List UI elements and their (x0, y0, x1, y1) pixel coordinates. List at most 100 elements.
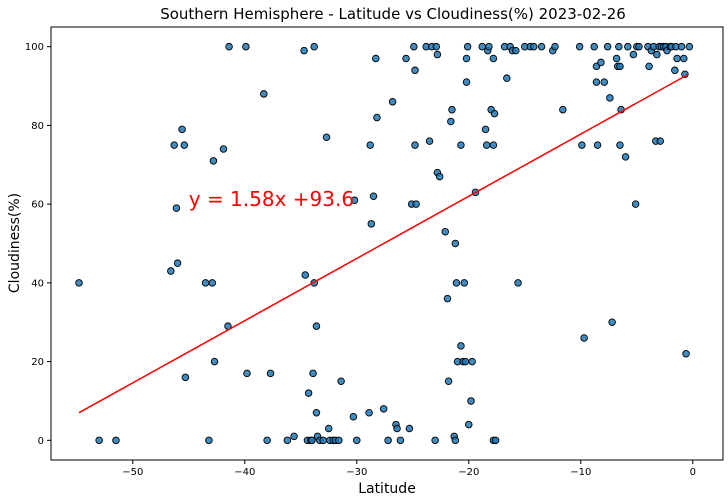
data-point (384, 436, 392, 445)
data-point (366, 141, 374, 149)
data-point (580, 334, 588, 342)
data-point (432, 42, 441, 51)
data-point (635, 42, 643, 51)
data-point (448, 105, 456, 114)
data-point (349, 412, 358, 421)
data-point (606, 94, 614, 102)
data-point (243, 369, 251, 378)
data-point (603, 42, 612, 51)
data-point (425, 137, 434, 145)
plot-frame (50, 26, 724, 461)
data-point (457, 141, 465, 149)
data-point (461, 357, 470, 366)
data-point (559, 105, 567, 114)
data-point (210, 357, 219, 366)
x-tick-label: −30 (346, 467, 367, 478)
data-point (433, 50, 442, 59)
data-point (629, 50, 638, 59)
data-point (514, 279, 522, 287)
data-point (463, 42, 472, 51)
data-point (529, 42, 538, 51)
y-axis-label: Cloudiness(%) (7, 193, 23, 293)
data-point (685, 42, 694, 51)
data-point (411, 141, 419, 149)
data-point (457, 342, 465, 350)
data-point (600, 78, 609, 86)
data-points (75, 42, 694, 445)
data-point (170, 141, 178, 149)
data-point (616, 141, 624, 149)
data-point (645, 62, 653, 71)
data-point (312, 409, 321, 417)
data-point (656, 137, 665, 145)
data-point (266, 369, 275, 378)
data-point (209, 157, 218, 165)
data-point (481, 125, 490, 134)
data-point (621, 153, 630, 161)
data-point (412, 200, 420, 208)
data-point (242, 42, 250, 51)
data-point (491, 436, 500, 445)
data-point (451, 436, 460, 445)
data-point (468, 357, 476, 366)
data-point (551, 42, 559, 51)
data-point (489, 54, 498, 63)
data-point (671, 66, 679, 75)
data-point (172, 204, 181, 212)
data-point (462, 54, 471, 63)
data-point (578, 141, 586, 149)
data-point (372, 54, 380, 63)
x-tick-label: −40 (234, 467, 255, 478)
y-tick-label: 40 (31, 278, 44, 289)
data-point (441, 227, 449, 236)
data-point (167, 267, 175, 275)
data-point (482, 141, 491, 149)
data-point (219, 145, 228, 153)
data-point (402, 54, 410, 63)
data-point (677, 42, 686, 51)
data-point (173, 259, 182, 267)
data-point (431, 436, 439, 445)
data-point (350, 196, 359, 204)
data-point (335, 436, 343, 445)
data-point (95, 436, 103, 445)
data-point (452, 279, 461, 287)
data-point (208, 279, 217, 287)
data-point (396, 436, 405, 445)
data-point (653, 50, 661, 59)
x-tick-label: −20 (458, 467, 479, 478)
data-point (388, 98, 397, 106)
chart-title: Southern Hemisphere - Latitude vs Cloudi… (160, 5, 626, 23)
data-point (451, 239, 460, 248)
data-point (405, 424, 414, 433)
data-point (460, 279, 469, 287)
data-point (608, 318, 616, 326)
y-axis: 0 20 40 60 80 100 (25, 42, 51, 447)
data-point (410, 42, 418, 51)
data-point (447, 117, 455, 126)
data-point (201, 279, 210, 287)
data-point (322, 133, 331, 141)
data-point (615, 42, 623, 51)
data-point (283, 436, 292, 445)
data-point (462, 78, 471, 86)
data-point (178, 125, 186, 134)
data-point (411, 66, 419, 75)
data-point (75, 279, 83, 287)
x-axis-label: Latitude (358, 481, 416, 497)
y-tick-label: 20 (31, 357, 44, 368)
data-point (309, 369, 317, 378)
data-point (205, 436, 213, 445)
data-point (443, 294, 452, 303)
data-point (300, 46, 308, 55)
data-point (590, 42, 598, 51)
data-point (365, 409, 373, 417)
data-point (180, 141, 189, 149)
data-point (325, 424, 333, 433)
data-point (435, 172, 444, 181)
data-point (112, 436, 120, 445)
regression-line (78, 73, 689, 414)
data-point (444, 377, 453, 386)
y-tick-label: 80 (31, 121, 44, 132)
data-point (680, 54, 688, 63)
